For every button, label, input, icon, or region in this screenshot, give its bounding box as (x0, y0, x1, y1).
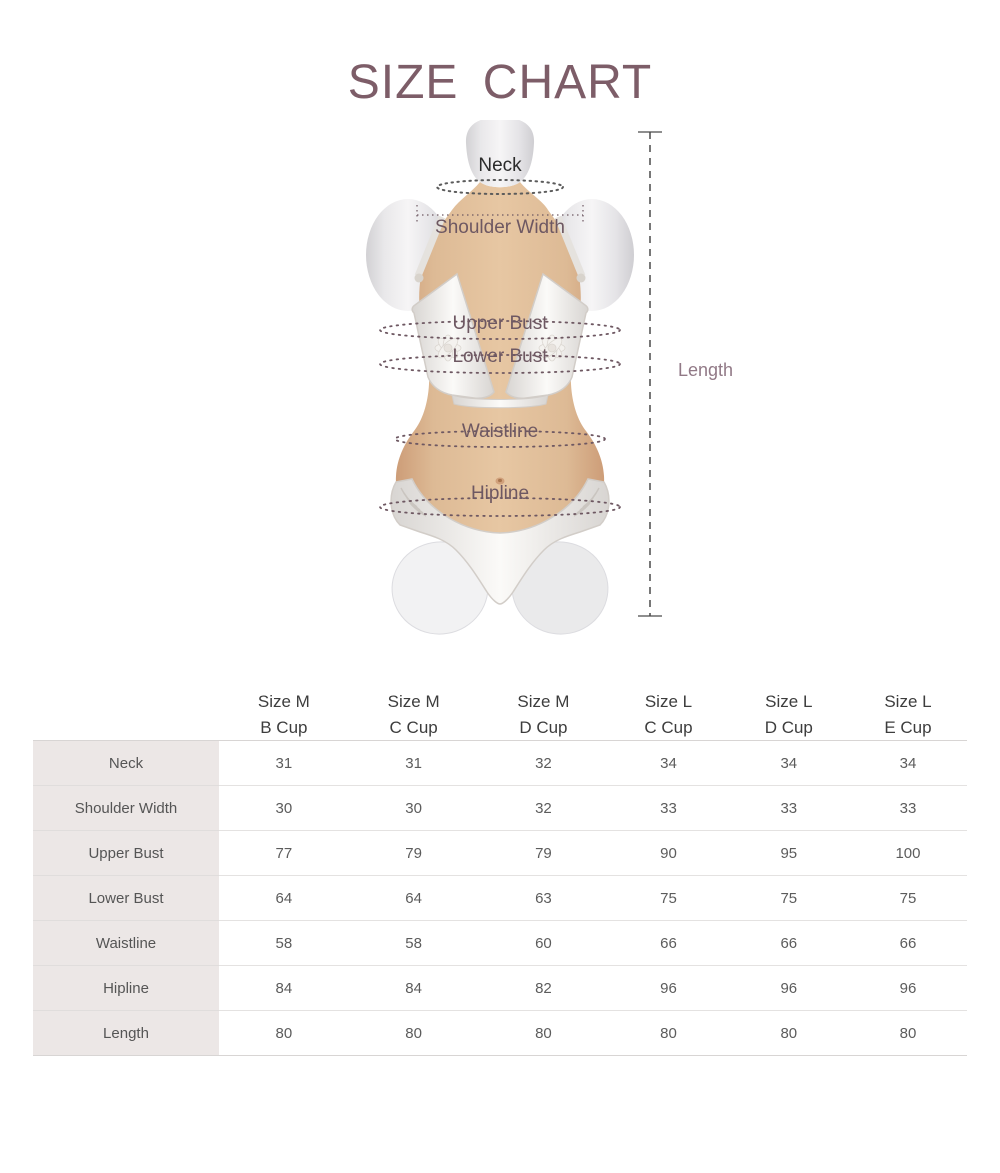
svg-text:Lower Bust: Lower Bust (452, 346, 548, 367)
svg-text:Shoulder Width: Shoulder Width (435, 217, 565, 238)
svg-text:Hipline: Hipline (471, 483, 529, 504)
svg-text:Neck: Neck (478, 155, 522, 176)
svg-text:Upper Bust: Upper Bust (452, 313, 548, 334)
svg-text:Waistline: Waistline (462, 421, 538, 442)
svg-text:Length: Length (678, 360, 733, 380)
